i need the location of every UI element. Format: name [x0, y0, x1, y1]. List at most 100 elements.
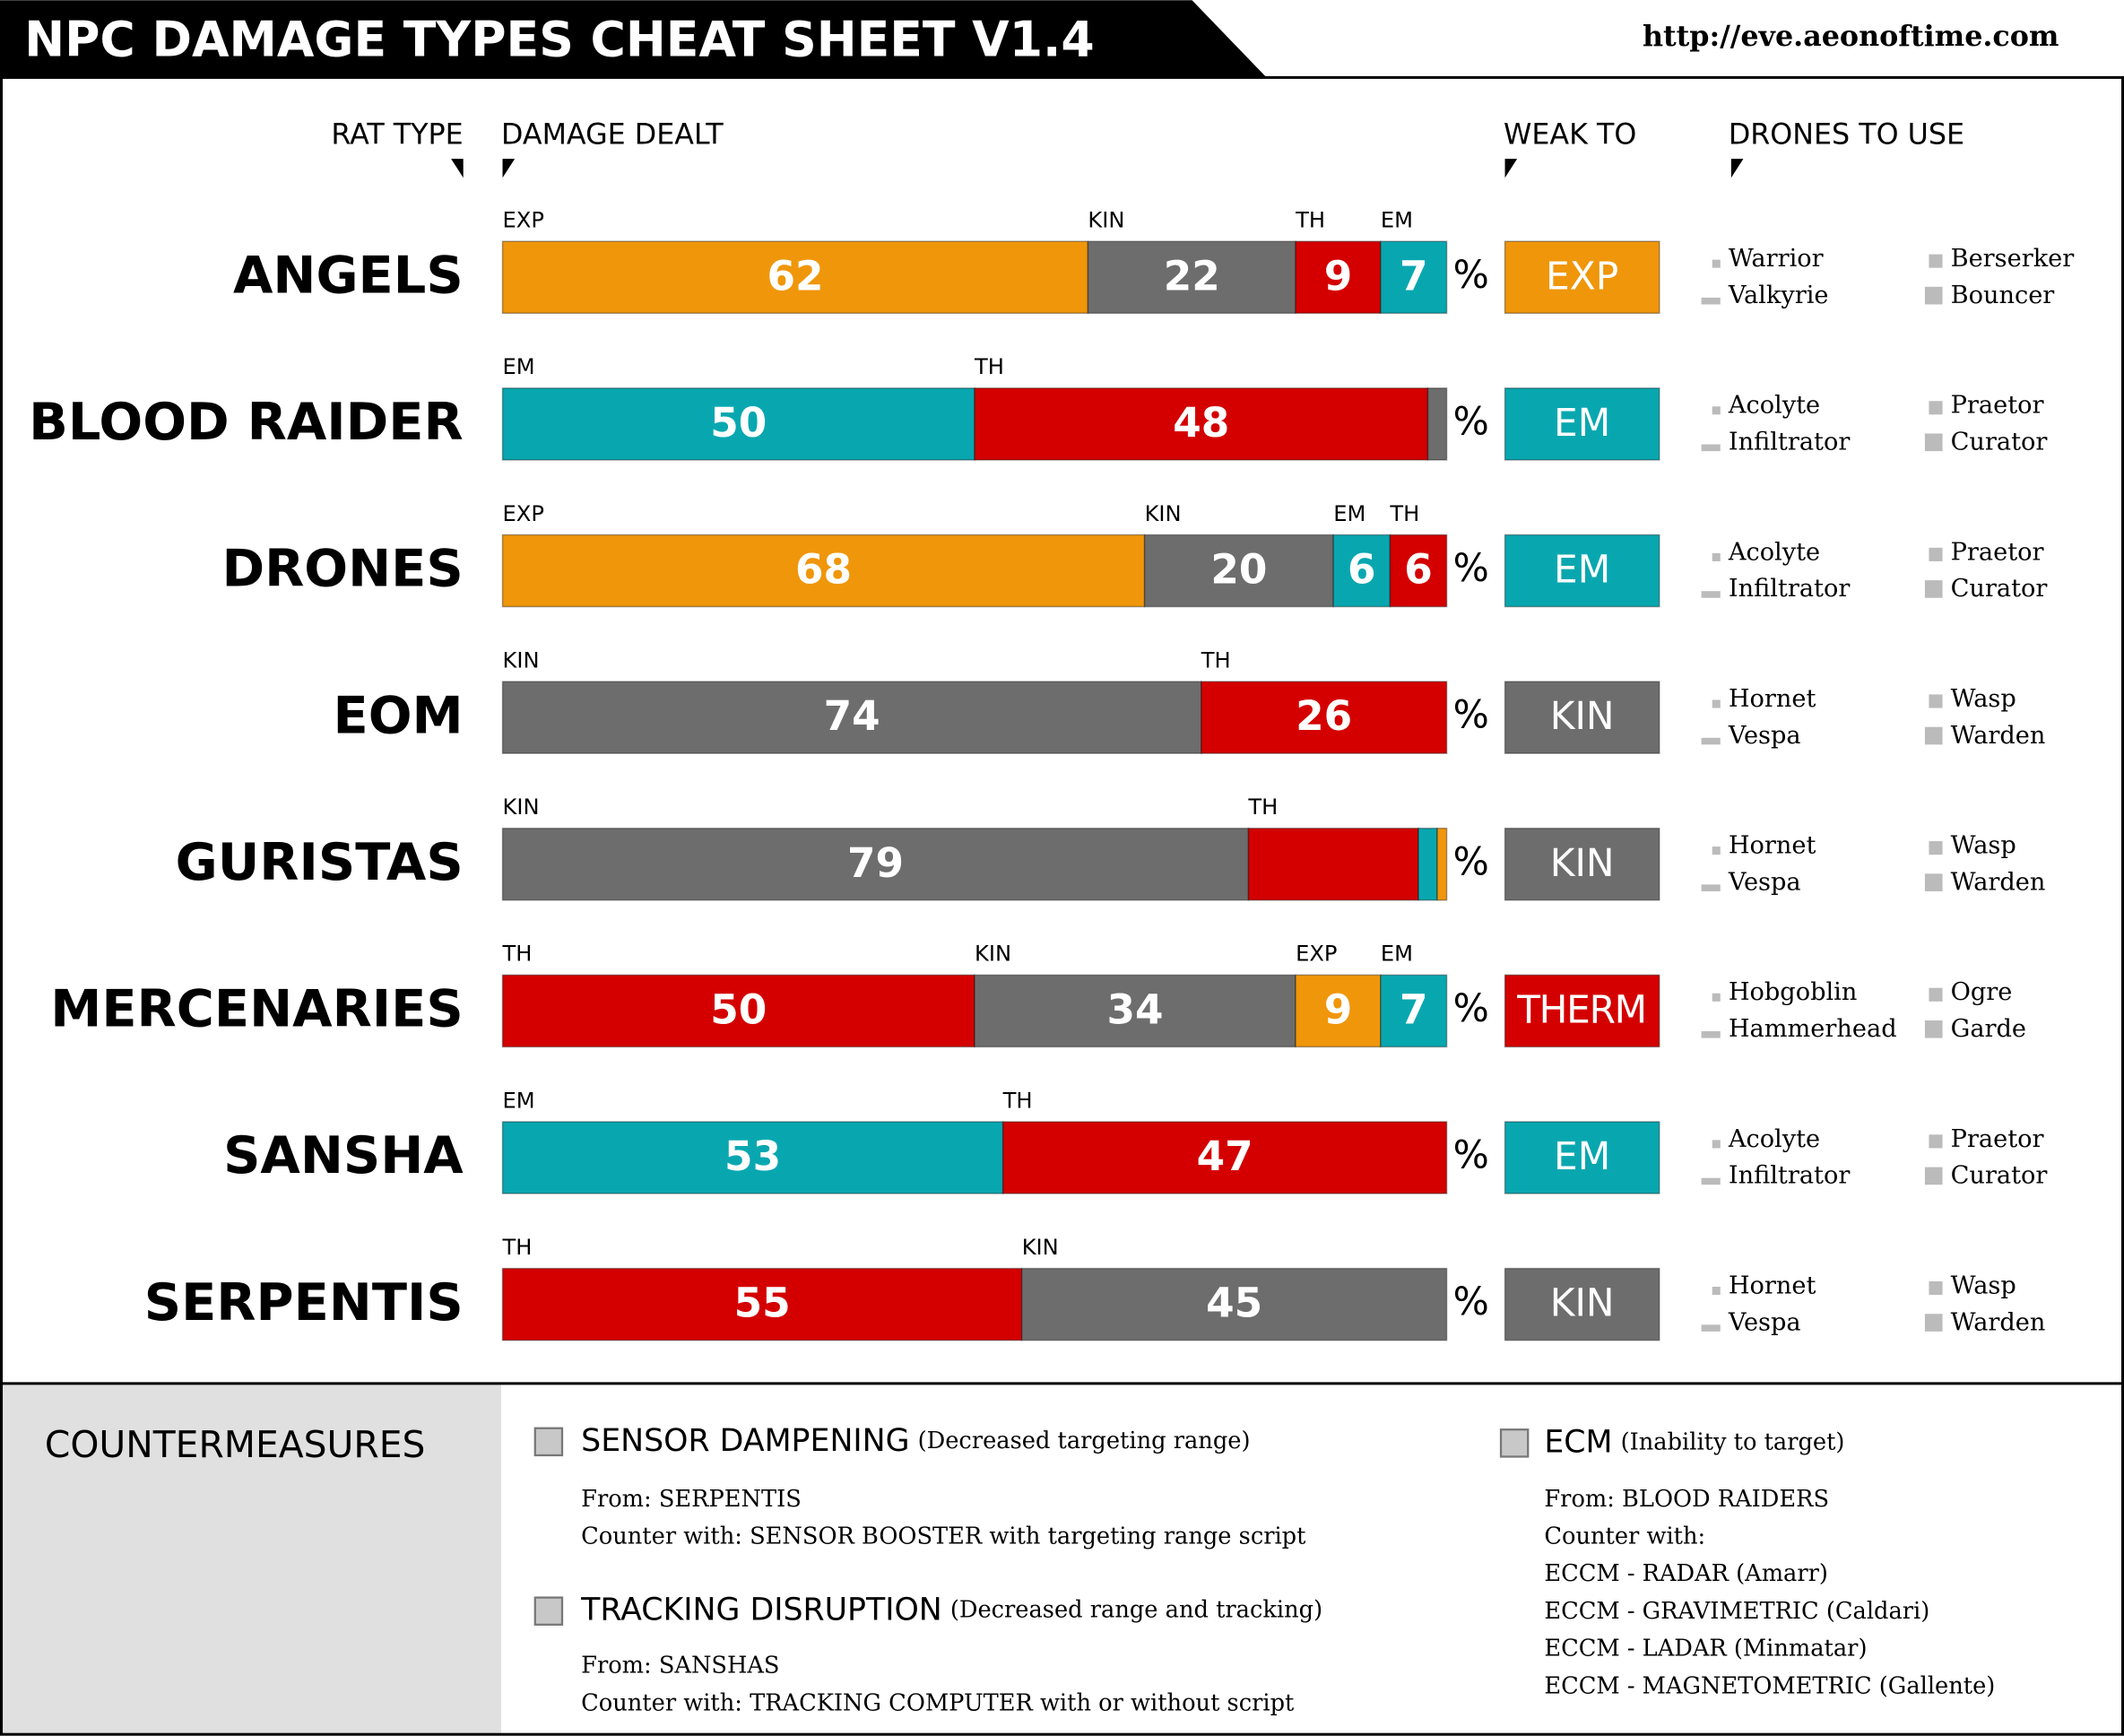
- damage-value: 20: [1210, 546, 1267, 594]
- drone-icon: [1929, 547, 1943, 561]
- countermeasure-line: ECCM - RADAR (Amarr): [1544, 1560, 1828, 1587]
- drone-name: Praetor: [1951, 392, 2044, 420]
- damage-segment: [501, 681, 1202, 754]
- damage-value: 22: [1164, 252, 1220, 299]
- rat-type: DRONES: [221, 539, 463, 599]
- damage-value: 55: [734, 1280, 791, 1327]
- damage-type-label: KIN: [503, 647, 540, 673]
- rat-type: SERPENTIS: [144, 1272, 464, 1332]
- drone-icon: [1701, 884, 1721, 891]
- drone-icon: [1712, 1140, 1721, 1149]
- drone-icon: [1929, 841, 1943, 855]
- damage-value: 62: [767, 252, 823, 299]
- drone-icon: [1701, 591, 1721, 598]
- damage-type-label: KIN: [975, 942, 1011, 967]
- countermeasure-name: ECM: [1544, 1424, 1612, 1460]
- damage-type-label: TH: [502, 942, 533, 967]
- drone-icon: [1929, 1280, 1943, 1296]
- countermeasure-line: Counter with: TRACKING COMPUTER with or …: [581, 1689, 1295, 1716]
- damage-value: 48: [1173, 399, 1229, 447]
- drone-icon: [1924, 286, 1943, 305]
- countermeasure-name: TRACKING DISRUPTION: [580, 1593, 942, 1628]
- drone-name: Hornet: [1729, 1272, 1816, 1300]
- damage-segment: [1001, 1121, 1448, 1194]
- damage-type-label: EXP: [1296, 942, 1337, 967]
- drone-name: Hobgoblin: [1729, 978, 1858, 1006]
- drone-icon: [1929, 401, 1943, 415]
- drone-icon: [1924, 726, 1943, 745]
- drone-name: Infiltrator: [1729, 1162, 1851, 1190]
- damage-segment: [1020, 1267, 1448, 1341]
- drone-name: Warden: [1951, 868, 2046, 896]
- weak-to: EM: [1554, 548, 1610, 592]
- countermeasure-line: ECCM - LADAR (Minmatar): [1544, 1636, 1867, 1662]
- drone-icon: [1712, 846, 1721, 855]
- drone-icon: [1701, 1324, 1721, 1332]
- drone-icon: [1929, 987, 1943, 1002]
- damage-value: 79: [847, 839, 904, 887]
- damage-type-label: TH: [1295, 208, 1325, 233]
- damage-type-label: EM: [503, 1088, 535, 1113]
- damage-type-label: KIN: [1088, 208, 1124, 233]
- damage-segment: [1295, 974, 1382, 1048]
- weak-to: EM: [1554, 401, 1610, 445]
- countermeasures-panel: [1, 1383, 502, 1735]
- rat-type: SANSHA: [223, 1125, 464, 1185]
- weak-to-box: [1504, 387, 1660, 461]
- damage-type-label: EM: [1381, 208, 1413, 233]
- weak-to: KIN: [1550, 841, 1615, 885]
- drone-name: Warrior: [1729, 245, 1824, 273]
- damage-segment: [1436, 827, 1448, 901]
- drone-icon: [1924, 580, 1943, 598]
- title-band: [0, 0, 1267, 78]
- countermeasure-line: ECCM - MAGNETOMETRIC (Gallente): [1544, 1672, 1995, 1699]
- percent-sign: %: [1453, 1133, 1489, 1177]
- url: http://eve.aeonoftime.com: [1643, 20, 2059, 53]
- damage-segment: [1426, 387, 1448, 461]
- drone-name: Wasp: [1951, 1272, 2016, 1300]
- countermeasure-icon: [533, 1427, 564, 1457]
- drone-icon: [1701, 444, 1721, 452]
- damage-value: 68: [795, 546, 852, 594]
- drone-name: Warden: [1951, 1308, 2046, 1336]
- damage-type-label: EM: [1333, 501, 1365, 526]
- drone-name: Wasp: [1951, 832, 2016, 860]
- weak-to-box: [1504, 534, 1660, 608]
- weak-to-box: [1504, 240, 1660, 315]
- drone-name: Infiltrator: [1729, 429, 1851, 456]
- countermeasure-note: (Decreased targeting range): [918, 1428, 1251, 1454]
- drone-icon: [1924, 1167, 1943, 1185]
- rat-type: MERCENARIES: [50, 979, 463, 1039]
- drone-icon: [1924, 433, 1943, 452]
- percent-sign: %: [1453, 1280, 1489, 1324]
- damage-type-label: EXP: [503, 208, 544, 233]
- drone-icon: [1712, 406, 1721, 415]
- rat-type: ANGELS: [233, 245, 464, 305]
- drone-name: Ogre: [1951, 978, 2013, 1006]
- damage-value: 47: [1197, 1133, 1253, 1180]
- countermeasure-heading: ECM (Inability to target): [1544, 1424, 1844, 1460]
- damage-value: 53: [724, 1133, 781, 1180]
- damage-value: 74: [824, 692, 880, 740]
- damage-type-label: TH: [974, 354, 1004, 379]
- damage-type-label: TH: [1389, 501, 1419, 526]
- countermeasure-line: ECCM - GRAVIMETRIC (Caldari): [1544, 1598, 1929, 1625]
- damage-segment: [1247, 827, 1419, 901]
- header-marker: [1730, 159, 1744, 178]
- damage-segment: [1295, 240, 1382, 315]
- drone-name: Vespa: [1728, 1308, 1801, 1336]
- percent-sign: %: [1453, 986, 1489, 1030]
- damage-segment: [1087, 240, 1296, 315]
- damage-segment: [1201, 681, 1448, 754]
- damage-value: 50: [710, 985, 767, 1033]
- drone-icon: [1712, 259, 1721, 268]
- drone-icon: [1712, 993, 1721, 1002]
- damage-segment: [501, 240, 1089, 315]
- damage-segment: [1143, 534, 1334, 608]
- damage-type-label: TH: [1002, 1088, 1033, 1113]
- drone-icon: [1924, 1314, 1943, 1332]
- drone-name: Vespa: [1728, 868, 1801, 896]
- drone-icon: [1712, 552, 1721, 561]
- rat-type: GURISTAS: [176, 832, 464, 892]
